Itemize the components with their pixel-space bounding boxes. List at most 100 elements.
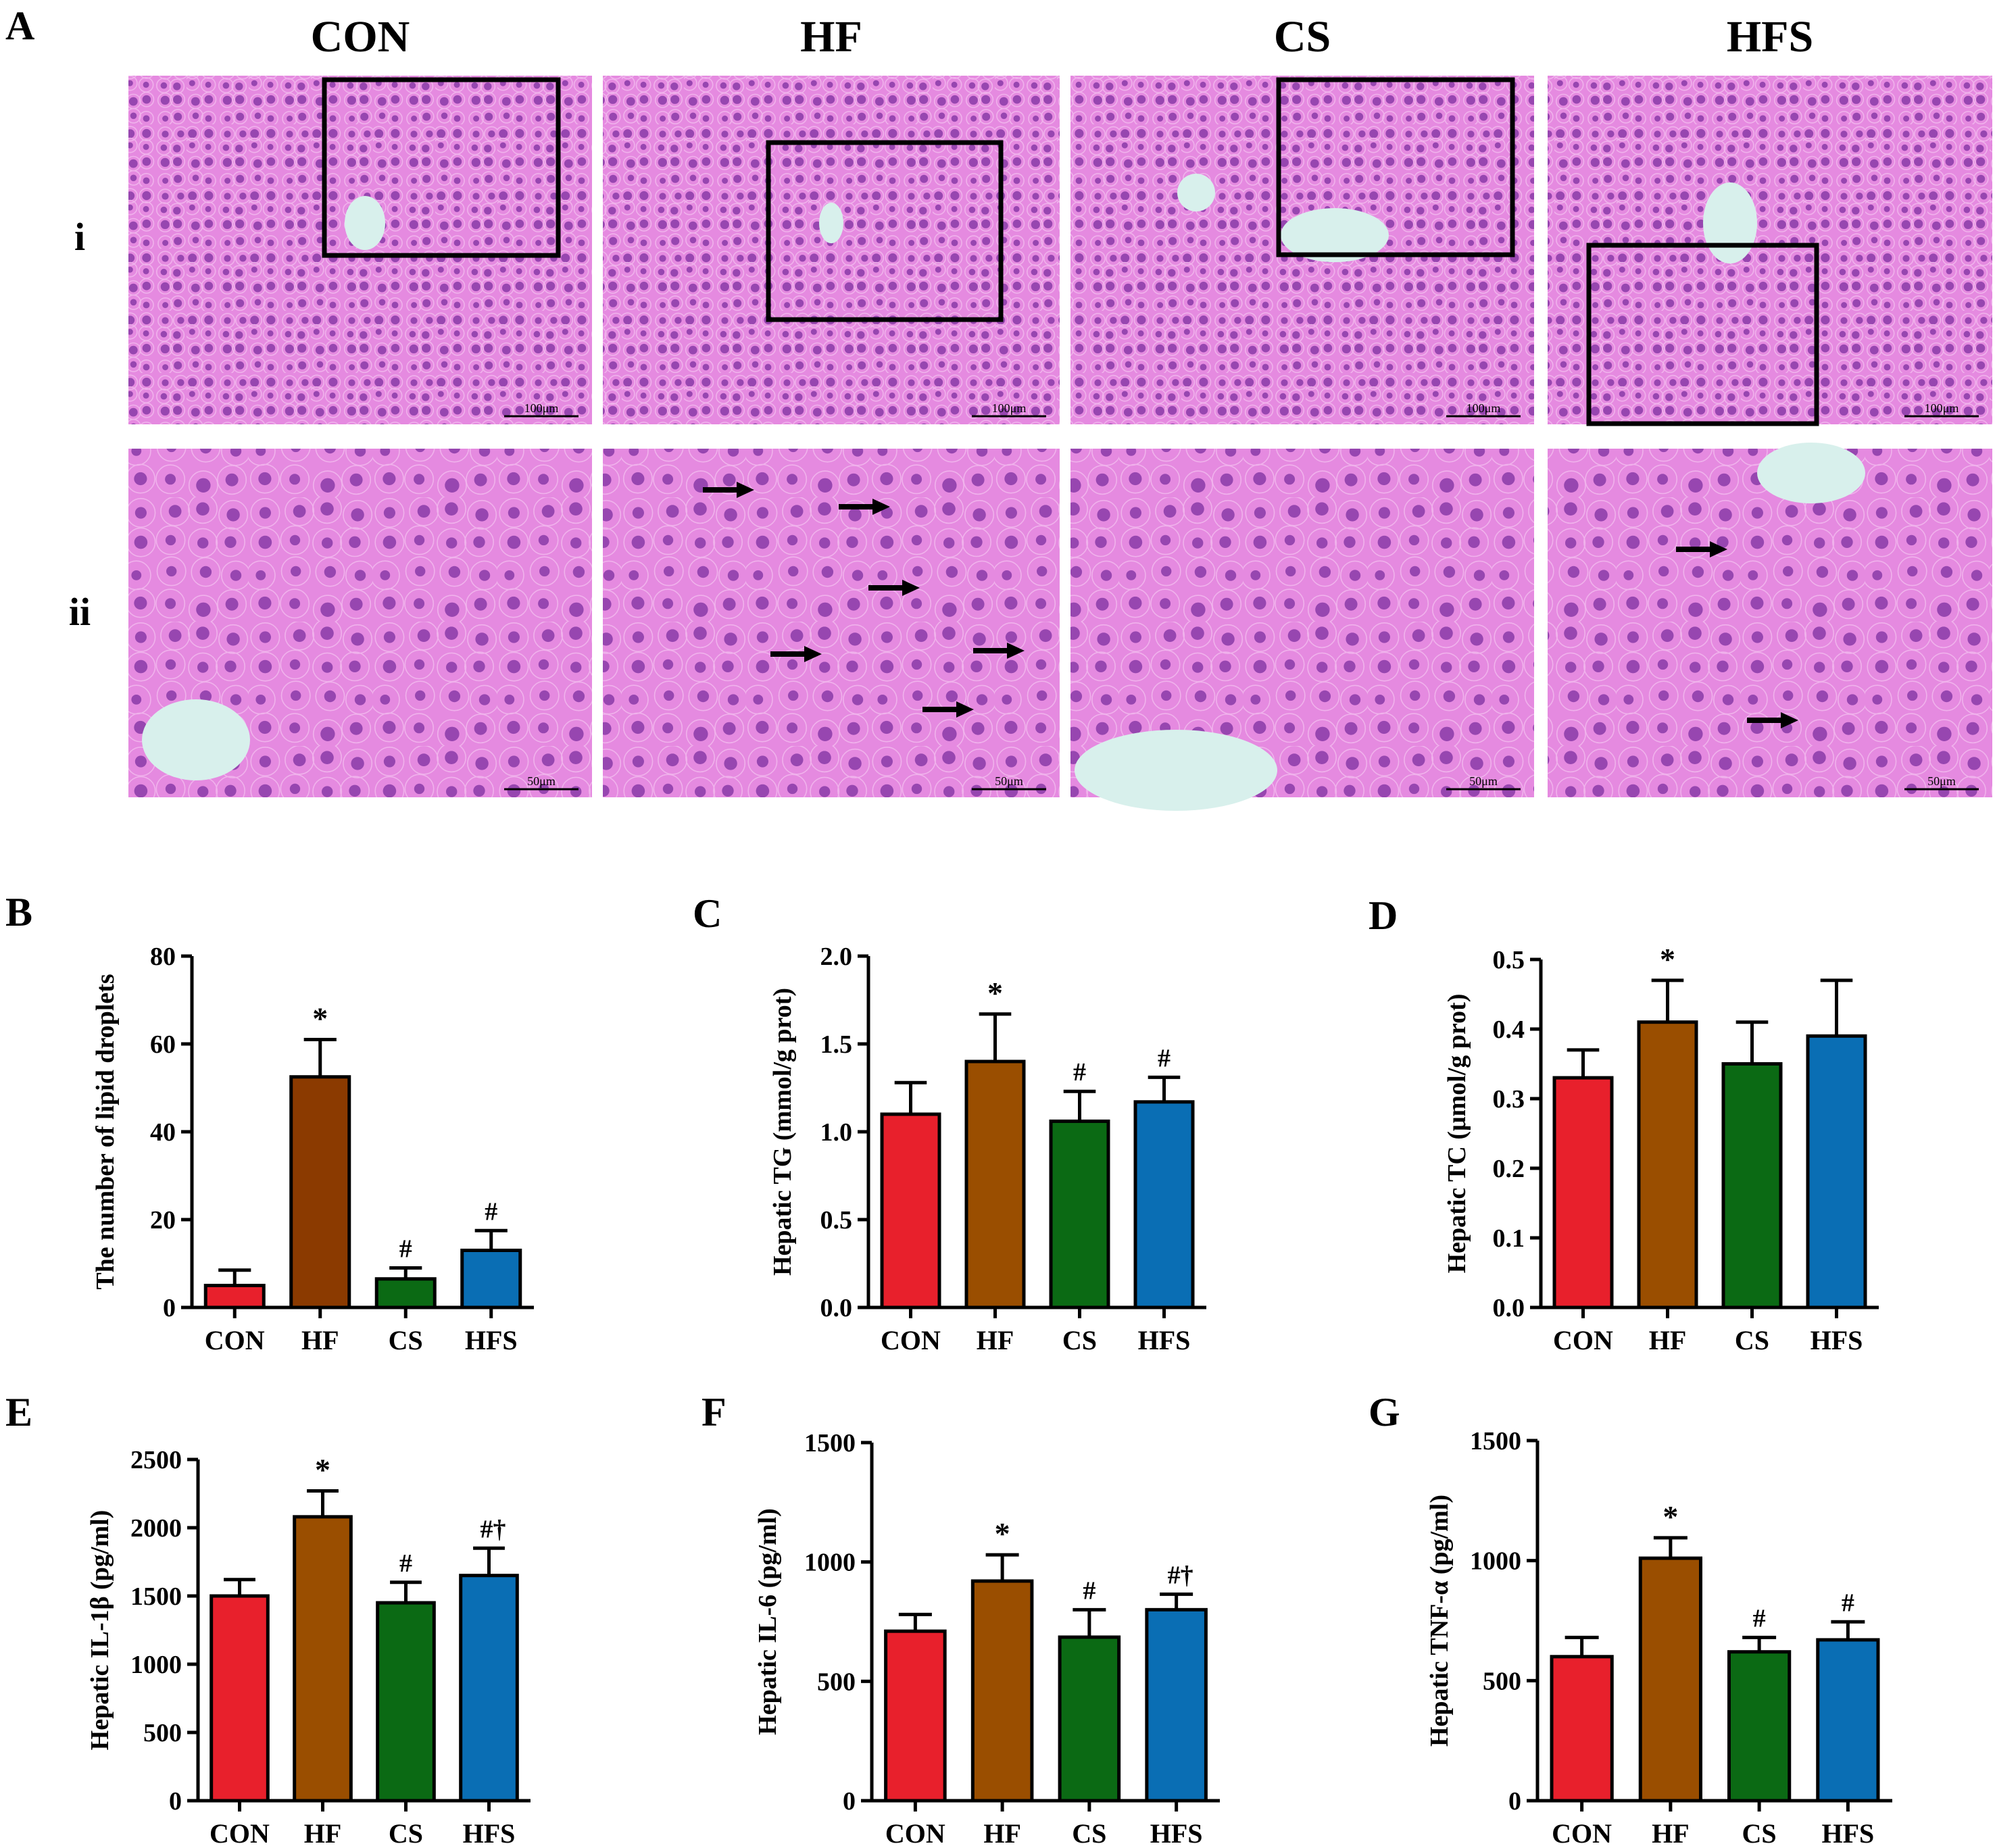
chart-panel-f: F 0 500 1000 1500 Hepatic IL-6 (pg/ml) CON HF * C…	[701, 1390, 1220, 1848]
bar-hfs	[459, 1574, 519, 1803]
y-tick-label: 1000	[1470, 1547, 1521, 1576]
bar-con	[203, 1284, 266, 1309]
vessel-lumen	[1281, 208, 1389, 262]
micrograph-hfs-high-mag	[1548, 449, 1992, 797]
significance-marker: *	[1662, 1499, 1678, 1534]
x-tick-label-con: CON	[881, 1325, 941, 1355]
bar-con	[880, 1112, 941, 1309]
bar-hf	[289, 1075, 351, 1309]
y-tick-label: 0.4	[1493, 1016, 1525, 1044]
y-tick-label: 0.3	[1493, 1085, 1525, 1114]
y-tick-label: 500	[143, 1719, 182, 1747]
significance-marker: #	[1073, 1058, 1086, 1087]
micrograph-hf-low-mag	[603, 76, 1060, 424]
bar-con	[1552, 1076, 1614, 1309]
y-tick-label: 0.0	[1493, 1294, 1525, 1322]
chart-panel-d: D 0.0 0.1 0.2 0.3 0.4 0.5 Hepatic TC (μmol/g pr…	[1369, 893, 1879, 1355]
row-label-ii: ii	[69, 590, 91, 634]
scale-bar-cs-50: 50μm	[1469, 774, 1498, 788]
y-tick-label: 1.0	[820, 1118, 853, 1147]
micrograph-con-low-mag	[128, 76, 592, 424]
chart-panel-c: C 0.0 0.5 1.0 1.5 2.0 Hepatic TG (mmol/g prot)…	[693, 891, 1206, 1355]
y-tick-label: 1500	[804, 1429, 856, 1457]
scale-bar-con-50: 50μm	[527, 774, 556, 788]
x-tick-label-cs: CS	[389, 1818, 423, 1848]
x-tick-label-hfs: HFS	[1811, 1325, 1863, 1355]
x-tick-label-hfs: HFS	[1821, 1818, 1874, 1848]
y-tick-label: 1500	[1470, 1427, 1521, 1455]
y-tick-label: 0.0	[820, 1294, 853, 1322]
bar-hf	[293, 1515, 353, 1803]
vessel-lumen	[1703, 182, 1757, 264]
x-tick-label-con: CON	[205, 1325, 265, 1355]
scale-bar-hf-100: 100μm	[992, 401, 1027, 415]
y-tick-label: 500	[817, 1668, 856, 1696]
bar-cs	[1058, 1635, 1121, 1803]
bar-hfs	[460, 1249, 522, 1309]
x-tick-label-con: CON	[885, 1818, 945, 1848]
significance-marker: *	[1660, 942, 1675, 976]
vessel-lumen	[1075, 730, 1277, 811]
y-axis-label: The number of lipid droplets	[91, 974, 120, 1289]
significance-marker: #	[399, 1549, 412, 1578]
y-tick-label: 0	[843, 1787, 856, 1816]
panel-letter-d: D	[1369, 893, 1398, 938]
x-tick-label-hf: HF	[301, 1325, 339, 1355]
arrow-head	[1710, 541, 1727, 557]
bar-hf	[964, 1059, 1026, 1309]
y-tick-label: 0	[1508, 1787, 1521, 1816]
significance-marker: *	[312, 1001, 328, 1036]
bar-cs	[1727, 1650, 1792, 1803]
group-header-con: CON	[311, 12, 410, 61]
significance-marker: #	[1158, 1044, 1171, 1072]
y-tick-label: 1500	[130, 1582, 182, 1611]
chart-panel-g: G 0 500 1000 1500 Hepatic TNF-α (pg/ml) CON HF *…	[1369, 1390, 1892, 1848]
chart-panel-b: B 0 20 40 60 80 The number of lipid droplets CO…	[5, 890, 534, 1355]
significance-marker: *	[995, 1516, 1010, 1551]
significance-marker: #†	[1168, 1561, 1193, 1589]
y-tick-label: 0.5	[820, 1206, 853, 1234]
y-tick-label: 0.5	[1493, 946, 1525, 974]
bar-charts: B 0 20 40 60 80 The number of lipid droplets CO…	[5, 890, 1892, 1848]
scale-bar-cs-100: 100μm	[1467, 401, 1501, 415]
y-tick-label: 0	[163, 1294, 176, 1322]
y-axis-label: Hepatic IL-6 (pg/ml)	[754, 1508, 782, 1735]
y-tick-label: 500	[1483, 1667, 1521, 1695]
panel-letter-g: G	[1369, 1390, 1400, 1434]
y-tick-label: 0.1	[1493, 1224, 1525, 1253]
chart-panel-e: E 0 500 1000 1500 2000 2500 Hepatic IL-1β (pg/m…	[5, 1390, 531, 1848]
arrow-head	[737, 482, 754, 498]
x-tick-label-hf: HF	[977, 1325, 1014, 1355]
y-tick-label: 1.5	[820, 1030, 853, 1059]
x-tick-label-cs: CS	[1062, 1325, 1097, 1355]
y-tick-label: 20	[150, 1206, 176, 1234]
y-tick-label: 40	[150, 1118, 176, 1147]
bar-hf	[1637, 1020, 1698, 1309]
x-tick-label-hfs: HFS	[463, 1818, 516, 1848]
panel-letter-c: C	[693, 891, 722, 936]
micrograph-hf-high-mag	[603, 449, 1060, 797]
significance-marker: *	[987, 976, 1003, 1010]
row-label-i: i	[74, 215, 85, 259]
significance-marker: #	[1753, 1604, 1766, 1632]
x-tick-label-cs: CS	[389, 1325, 423, 1355]
scale-bar-hf-50: 50μm	[995, 774, 1023, 788]
y-tick-label: 2000	[130, 1514, 182, 1543]
x-tick-label-cs: CS	[1072, 1818, 1106, 1848]
bar-hfs	[1145, 1607, 1208, 1803]
y-tick-label: 2500	[130, 1446, 182, 1474]
vessel-lumen	[142, 699, 250, 780]
zoom-region-box-outline	[766, 140, 1004, 322]
arrow-head	[872, 499, 890, 515]
bar-con	[1550, 1655, 1614, 1803]
significance-marker: #†	[481, 1515, 506, 1543]
y-tick-label: 2.0	[820, 943, 853, 971]
bar-con	[884, 1629, 947, 1803]
x-tick-label-hfs: HFS	[1138, 1325, 1191, 1355]
x-tick-label-hfs: HFS	[1150, 1818, 1203, 1848]
scale-bar-hfs-50: 50μm	[1927, 774, 1956, 788]
scale-bar-hfs-100: 100μm	[1925, 401, 1959, 415]
y-axis-label: Hepatic TNF-α (pg/ml)	[1425, 1495, 1454, 1747]
